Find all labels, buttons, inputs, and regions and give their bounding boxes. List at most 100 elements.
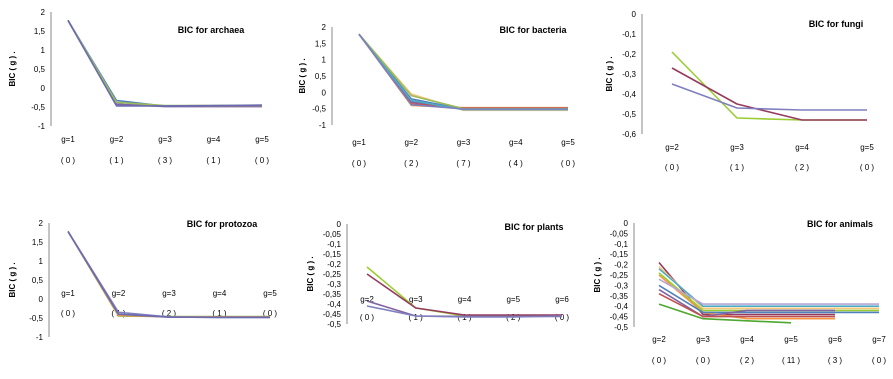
y-tick-label: -0,3 bbox=[622, 70, 636, 79]
x-tick-label: g=4 bbox=[795, 143, 809, 152]
count-label: ( 4 ) bbox=[509, 159, 524, 168]
y-tick-label: -1 bbox=[38, 122, 46, 131]
x-tick-label: g=1 bbox=[61, 289, 75, 298]
count-label: ( 1 ) bbox=[212, 309, 227, 318]
count-label: ( 0 ) bbox=[263, 309, 278, 318]
y-tick-label: -0,35 bbox=[610, 292, 629, 301]
chart-panel-6: -0,5-0,45 -0,4-0,35 -0,3-0,25-0,2 -0,15-0,1… bbox=[593, 219, 886, 365]
y-tick-label: -0,2 bbox=[622, 50, 636, 59]
series-line-10 bbox=[658, 303, 792, 324]
series-line-5 bbox=[67, 20, 263, 107]
count-label: ( 0 ) bbox=[860, 163, 875, 172]
y-tick-label: 0 bbox=[322, 88, 327, 97]
x-tick-label: g=4 bbox=[509, 138, 523, 147]
y-tick-label: -0,2 bbox=[614, 261, 628, 270]
chart-panel-5: -0,5-0,45-0,4-0,35-0,3-0,25-0,2-0,15-0,1… bbox=[306, 220, 569, 329]
series-line-6 bbox=[358, 33, 568, 110]
series-line-9 bbox=[658, 292, 835, 318]
y-tick-label: 0 bbox=[632, 10, 637, 19]
x-tick-label: g=2 bbox=[652, 335, 666, 344]
count-label: ( 0 ) bbox=[352, 159, 367, 168]
count-label: ( 0 ) bbox=[652, 356, 667, 365]
series-line-7 bbox=[658, 284, 879, 314]
y-tick-label: 0 bbox=[41, 84, 46, 93]
y-tick-label: 1 bbox=[41, 46, 46, 55]
count-label: ( 3 ) bbox=[828, 356, 843, 365]
y-tick-label: -0,05 bbox=[610, 229, 629, 238]
x-tick-label: g=2 bbox=[665, 143, 679, 152]
series-line-8 bbox=[358, 33, 568, 110]
y-tick-label: 1,5 bbox=[34, 27, 46, 36]
count-label: ( 1 ) bbox=[730, 163, 745, 172]
y-tick-label: -0,45 bbox=[323, 310, 342, 319]
y-tick-label: 0 bbox=[624, 219, 629, 228]
y-tick-label: 2 bbox=[39, 219, 44, 228]
y-tick-label: -0,5 bbox=[31, 103, 45, 112]
x-tick-label: g=5 bbox=[506, 295, 520, 304]
count-label: ( 1 ) bbox=[109, 156, 124, 165]
y-tick-label: 1 bbox=[39, 257, 44, 266]
y-tick-label: -0,15 bbox=[323, 250, 342, 259]
x-tick-label: g=3 bbox=[409, 295, 423, 304]
y-tick-label: -0,15 bbox=[610, 250, 629, 259]
count-label: ( 2 ) bbox=[162, 309, 177, 318]
chart-title: BIC for animals bbox=[807, 219, 873, 229]
x-tick-label: g=6 bbox=[828, 335, 842, 344]
series-line-2 bbox=[671, 67, 867, 121]
chart-panel-4: -1 -0,5 0 0,5 1 1,5 2 BIC ( g ) . BIC for protoz… bbox=[8, 219, 277, 342]
y-tick-label: 1,5 bbox=[315, 39, 327, 48]
y-tick-label: -0,6 bbox=[622, 130, 636, 139]
series-line-8 bbox=[658, 288, 835, 318]
y-tick-label: -0,45 bbox=[610, 313, 629, 322]
count-label: ( 0 ) bbox=[555, 313, 570, 322]
x-tick-label: g=2 bbox=[360, 295, 374, 304]
x-tick-label: g=4 bbox=[458, 295, 472, 304]
y-tick-label: -0,1 bbox=[622, 30, 636, 39]
x-tick-label: g=5 bbox=[860, 143, 874, 152]
chart-panel-2: -1 -0,5 0 0,5 1 1,5 2 BIC ( g ) . BIC for bacter… bbox=[298, 23, 575, 168]
x-tick-label: g=1 bbox=[61, 135, 75, 144]
chart-panel-1: -1 -0,5 0 0,5 1 1,5 2 BIC ( g ) . BIC for archae… bbox=[8, 8, 269, 165]
count-label: ( 1 ) bbox=[206, 156, 221, 165]
count-label: ( 11 ) bbox=[782, 356, 800, 365]
x-tick-label: g=7 bbox=[872, 335, 886, 344]
count-label: ( 1 ) bbox=[409, 313, 424, 322]
y-tick-label: -0,2 bbox=[327, 260, 341, 269]
series-line-3 bbox=[671, 83, 867, 111]
y-tick-label: -0,25 bbox=[610, 271, 629, 280]
series-line-2 bbox=[658, 266, 879, 310]
count-label: ( 0 ) bbox=[872, 356, 887, 365]
y-tick-label: -0,5 bbox=[327, 320, 341, 329]
chart-title: BIC for plants bbox=[504, 222, 563, 232]
y-tick-label: -1 bbox=[36, 333, 44, 342]
chart-title: BIC for fungi bbox=[809, 19, 864, 29]
x-tick-label: g=5 bbox=[561, 138, 575, 147]
series-line-1 bbox=[366, 266, 562, 317]
chart-title: BIC for archaea bbox=[178, 25, 246, 35]
count-label: ( 0 ) bbox=[696, 356, 711, 365]
y-tick-label: -0,4 bbox=[614, 302, 628, 311]
y-tick-label: 0 bbox=[39, 295, 44, 304]
count-label: ( 0 ) bbox=[665, 163, 680, 172]
y-tick-label: 2 bbox=[322, 23, 327, 32]
series-line-2 bbox=[366, 273, 562, 316]
y-tick-label: 2 bbox=[41, 8, 46, 17]
x-tick-label: g=1 bbox=[352, 138, 366, 147]
y-tick-label: -1 bbox=[319, 121, 327, 130]
x-tick-label: g=6 bbox=[555, 295, 569, 304]
series-line-4 bbox=[366, 305, 563, 318]
count-label: ( 2 ) bbox=[740, 356, 755, 365]
y-tick-label: -0,4 bbox=[327, 300, 341, 309]
y-axis-label: BIC ( g ) . bbox=[298, 58, 307, 93]
x-tick-label: g=4 bbox=[740, 335, 754, 344]
y-tick-label: 0,5 bbox=[315, 72, 327, 81]
y-axis-label: BIC ( g ) . bbox=[8, 51, 17, 86]
chart-title: BIC for bacteria bbox=[499, 25, 567, 35]
x-tick-label: g=2 bbox=[110, 135, 124, 144]
x-tick-label: g=5 bbox=[255, 135, 269, 144]
count-label: ( 7 ) bbox=[456, 159, 471, 168]
y-tick-label: -0,5 bbox=[614, 323, 628, 332]
count-label: ( 0 ) bbox=[255, 156, 270, 165]
y-tick-label: -0,3 bbox=[614, 281, 628, 290]
